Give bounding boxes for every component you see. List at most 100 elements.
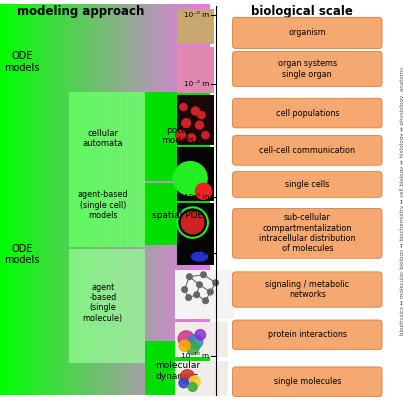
Bar	[177, 9, 214, 44]
Bar	[133, 4, 136, 395]
Text: cell populations: cell populations	[276, 109, 339, 117]
Bar	[171, 4, 174, 395]
Text: 10⁻² m: 10⁻² m	[184, 81, 209, 87]
Bar	[108, 4, 112, 395]
Circle shape	[180, 370, 195, 384]
Circle shape	[195, 121, 204, 129]
Bar	[35, 4, 38, 395]
Text: single cells: single cells	[285, 180, 330, 189]
Bar	[154, 4, 157, 395]
Bar	[177, 95, 214, 145]
Bar	[168, 4, 171, 395]
Circle shape	[191, 107, 199, 115]
Circle shape	[179, 340, 190, 351]
Circle shape	[203, 298, 208, 304]
FancyBboxPatch shape	[233, 17, 382, 49]
Bar	[122, 4, 126, 395]
Text: agent
-based
(single
molecule): agent -based (single molecule)	[83, 283, 123, 323]
Bar	[38, 4, 42, 395]
Bar	[189, 4, 192, 395]
Bar	[147, 4, 150, 395]
FancyBboxPatch shape	[233, 172, 382, 197]
Bar	[63, 4, 66, 395]
Circle shape	[194, 292, 199, 298]
Circle shape	[198, 111, 205, 119]
Bar	[52, 4, 56, 395]
Bar	[112, 4, 115, 395]
Circle shape	[189, 376, 200, 387]
Text: 10⁻¹⁰ m: 10⁻¹⁰ m	[181, 353, 209, 359]
Bar	[7, 4, 10, 395]
FancyBboxPatch shape	[233, 272, 382, 307]
Bar	[66, 4, 70, 395]
Circle shape	[179, 378, 189, 388]
Bar	[182, 4, 185, 395]
Text: protein interactions: protein interactions	[268, 330, 347, 339]
Circle shape	[208, 289, 213, 295]
Bar	[195, 4, 199, 395]
Bar	[177, 203, 214, 265]
Circle shape	[173, 162, 207, 195]
Circle shape	[201, 272, 206, 277]
Text: organism: organism	[289, 28, 326, 37]
Circle shape	[197, 282, 202, 288]
Bar	[145, 183, 210, 245]
FancyBboxPatch shape	[233, 209, 382, 258]
Bar	[178, 4, 182, 395]
FancyBboxPatch shape	[233, 98, 382, 128]
Bar	[46, 4, 49, 395]
Bar	[126, 4, 129, 395]
Bar	[28, 4, 31, 395]
Bar	[192, 4, 195, 395]
Bar	[69, 249, 145, 363]
Bar	[91, 4, 94, 395]
Bar	[175, 361, 228, 396]
Circle shape	[182, 287, 187, 292]
Bar	[129, 4, 133, 395]
Bar	[157, 4, 161, 395]
Bar	[175, 270, 234, 319]
Ellipse shape	[191, 252, 208, 261]
Bar	[21, 4, 25, 395]
Bar	[56, 4, 59, 395]
Bar	[145, 92, 210, 181]
Text: sub-cellular
compartmentalization
intracellular distribution
of molecules: sub-cellular compartmentalization intrac…	[259, 213, 355, 253]
Bar	[87, 4, 91, 395]
FancyBboxPatch shape	[233, 320, 382, 350]
Circle shape	[213, 280, 218, 286]
FancyBboxPatch shape	[233, 51, 382, 87]
Circle shape	[182, 119, 191, 128]
Text: potts
models: potts models	[161, 126, 194, 145]
Circle shape	[180, 103, 187, 111]
Bar	[206, 4, 210, 395]
Text: cell-cell communication: cell-cell communication	[259, 146, 355, 155]
Bar	[150, 4, 154, 395]
Text: 10⁻⁰ m: 10⁻⁰ m	[184, 12, 209, 18]
Text: agent-based
(single cell)
models: agent-based (single cell) models	[77, 190, 128, 220]
Text: 10⁻⁶ m: 10⁻⁶ m	[184, 250, 209, 255]
Bar	[77, 4, 80, 395]
Bar	[84, 4, 87, 395]
Text: ODE
models: ODE models	[4, 51, 40, 73]
Circle shape	[178, 331, 194, 347]
Bar	[0, 4, 4, 395]
Bar	[143, 4, 147, 395]
Bar	[42, 4, 46, 395]
Text: molecular
dynamics: molecular dynamics	[155, 361, 200, 381]
Bar	[10, 4, 14, 395]
Bar	[4, 4, 7, 395]
Bar	[177, 47, 214, 93]
Bar	[17, 4, 21, 395]
Bar	[203, 4, 206, 395]
Bar	[98, 4, 101, 395]
Text: single molecules: single molecules	[274, 377, 341, 386]
Circle shape	[176, 130, 185, 140]
Bar	[174, 4, 178, 395]
Bar	[119, 4, 122, 395]
Text: ODE
models: ODE models	[4, 244, 40, 265]
Bar	[80, 4, 84, 395]
Bar	[177, 147, 214, 201]
Bar	[49, 4, 52, 395]
Bar	[73, 4, 77, 395]
Bar	[164, 4, 168, 395]
